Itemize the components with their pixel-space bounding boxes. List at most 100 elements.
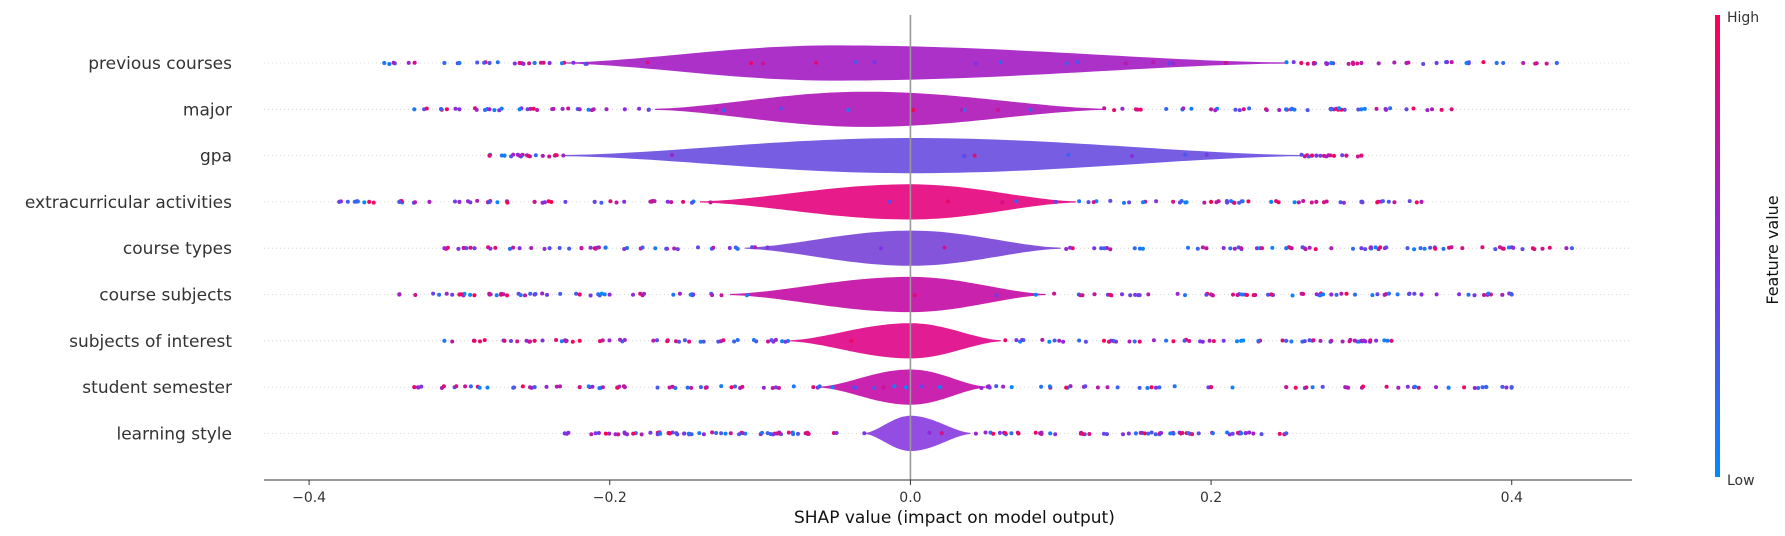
shap-point <box>487 292 492 297</box>
shap-point <box>670 153 674 157</box>
shap-point <box>651 338 656 343</box>
shap-point <box>1209 385 1214 390</box>
shap-point <box>703 385 708 390</box>
shap-point <box>1509 385 1514 390</box>
shap-point <box>1130 154 1135 158</box>
shap-point <box>472 338 477 343</box>
shap-point <box>1296 200 1301 205</box>
shap-point <box>542 246 547 251</box>
shap-point <box>639 432 644 437</box>
shap-point <box>959 107 964 112</box>
shap-point <box>1421 62 1426 66</box>
shap-point <box>1102 106 1107 111</box>
shap-point <box>444 107 449 112</box>
shap-point <box>1047 339 1052 344</box>
shap-point <box>814 60 819 65</box>
shap-point <box>1240 199 1245 204</box>
shap-point <box>973 431 978 436</box>
shap-point <box>1425 108 1430 113</box>
shap-point <box>710 293 715 298</box>
feature-label: gpa <box>200 147 232 167</box>
shap-point <box>1149 385 1154 390</box>
shap-point <box>1387 291 1391 296</box>
shap-point <box>1569 246 1574 251</box>
shap-point <box>566 430 571 435</box>
shap-point <box>502 338 507 343</box>
shap-point <box>1228 246 1233 251</box>
shap-point <box>1376 61 1381 66</box>
shap-point <box>1014 199 1019 204</box>
shap-point <box>1342 107 1347 112</box>
shap-point <box>511 152 516 157</box>
shap-point <box>780 339 785 344</box>
shap-point <box>457 199 462 204</box>
shap-point <box>1253 293 1258 297</box>
shap-point <box>382 60 387 66</box>
shap-point <box>719 384 724 389</box>
shap-point <box>1146 292 1151 297</box>
shap-point <box>752 245 757 250</box>
shap-point <box>1171 339 1176 344</box>
shap-point <box>427 199 432 204</box>
shap-point <box>1099 246 1104 251</box>
shap-point <box>1213 108 1218 113</box>
shap-point <box>1480 245 1485 250</box>
feature-row: student semester <box>82 369 1632 405</box>
shap-point <box>1202 200 1207 205</box>
feature-label: student semester <box>82 378 232 398</box>
shap-point <box>1039 384 1044 389</box>
shap-point <box>1229 199 1233 204</box>
shap-point <box>1243 431 1248 436</box>
feature-row: previous courses <box>88 45 1632 81</box>
shap-point <box>640 245 645 250</box>
shap-point <box>1209 107 1214 112</box>
shap-point <box>1554 60 1559 66</box>
shap-point <box>1264 108 1269 113</box>
shap-point <box>1389 338 1394 343</box>
shap-point <box>769 338 774 343</box>
shap-point <box>1204 246 1209 251</box>
shap-point <box>714 431 719 435</box>
shap-point <box>1136 293 1141 298</box>
shap-point <box>1123 61 1128 66</box>
shap-point <box>765 245 770 250</box>
shap-point <box>559 339 564 344</box>
shap-point <box>672 246 677 251</box>
shap-point <box>642 291 646 296</box>
shap-point <box>1329 292 1334 297</box>
shap-point <box>1386 199 1391 204</box>
shap-point <box>1328 107 1333 112</box>
shap-point <box>1277 108 1282 112</box>
shap-point <box>1132 246 1137 251</box>
shap-point <box>1332 153 1336 158</box>
shap-point <box>345 199 350 204</box>
shap-point <box>412 60 417 65</box>
shap-point <box>1230 385 1235 390</box>
shap-point <box>1306 154 1311 159</box>
shap-point <box>600 385 605 390</box>
shap-point <box>675 432 680 437</box>
shap-point <box>665 338 670 343</box>
shap-point <box>1154 385 1158 390</box>
shap-point <box>1105 385 1110 390</box>
shap-point <box>834 431 839 435</box>
shap-point <box>1355 154 1360 159</box>
shap-point <box>1138 107 1143 112</box>
shap-point <box>1340 339 1345 344</box>
shap-point <box>387 62 392 66</box>
shap-point <box>817 384 822 389</box>
shap-point <box>674 339 678 344</box>
shap-point <box>564 339 568 344</box>
shap-point <box>588 293 593 298</box>
shap-point <box>1186 431 1191 436</box>
shap-point <box>1039 430 1044 435</box>
shap-point <box>722 108 726 113</box>
shap-point <box>937 385 942 390</box>
shap-point <box>881 385 886 390</box>
shap-point <box>596 245 601 250</box>
shap-point <box>558 291 563 296</box>
shap-point <box>1009 431 1014 436</box>
shap-point <box>499 292 504 297</box>
shap-point <box>529 246 534 250</box>
shap-point <box>690 200 694 205</box>
